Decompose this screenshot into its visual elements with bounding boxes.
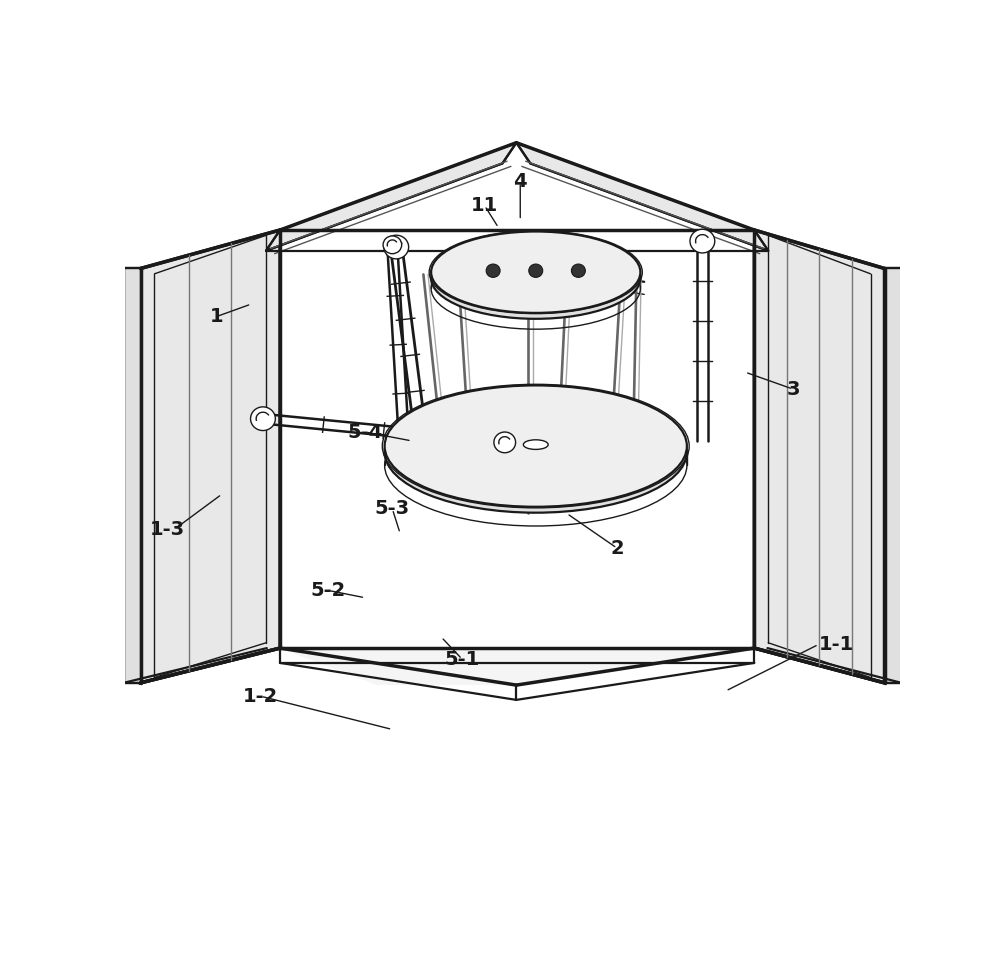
Circle shape bbox=[384, 235, 409, 259]
Polygon shape bbox=[885, 268, 902, 683]
Circle shape bbox=[383, 236, 402, 254]
Text: 5-1: 5-1 bbox=[444, 650, 480, 669]
Circle shape bbox=[251, 407, 275, 431]
Circle shape bbox=[486, 264, 500, 278]
Text: 5-4: 5-4 bbox=[348, 423, 383, 441]
Text: 11: 11 bbox=[471, 196, 498, 215]
Ellipse shape bbox=[431, 232, 640, 313]
Ellipse shape bbox=[523, 440, 548, 450]
Text: 1-1: 1-1 bbox=[819, 635, 854, 653]
Polygon shape bbox=[516, 142, 768, 251]
Text: 2: 2 bbox=[610, 539, 624, 557]
Text: 1: 1 bbox=[210, 308, 223, 326]
Polygon shape bbox=[140, 230, 280, 683]
Ellipse shape bbox=[431, 237, 640, 319]
Circle shape bbox=[494, 432, 516, 453]
Polygon shape bbox=[123, 268, 140, 683]
Circle shape bbox=[690, 230, 715, 253]
Polygon shape bbox=[754, 230, 885, 683]
Circle shape bbox=[529, 264, 543, 278]
Polygon shape bbox=[280, 648, 754, 685]
Text: 4: 4 bbox=[513, 172, 527, 191]
Text: 5-2: 5-2 bbox=[310, 580, 346, 600]
Ellipse shape bbox=[385, 385, 687, 506]
Text: 1-2: 1-2 bbox=[243, 687, 278, 705]
Ellipse shape bbox=[385, 391, 687, 512]
Circle shape bbox=[571, 264, 585, 278]
Text: 3: 3 bbox=[786, 380, 800, 399]
Text: 5-3: 5-3 bbox=[375, 500, 410, 519]
Text: 1-3: 1-3 bbox=[150, 520, 185, 539]
Polygon shape bbox=[266, 142, 516, 251]
